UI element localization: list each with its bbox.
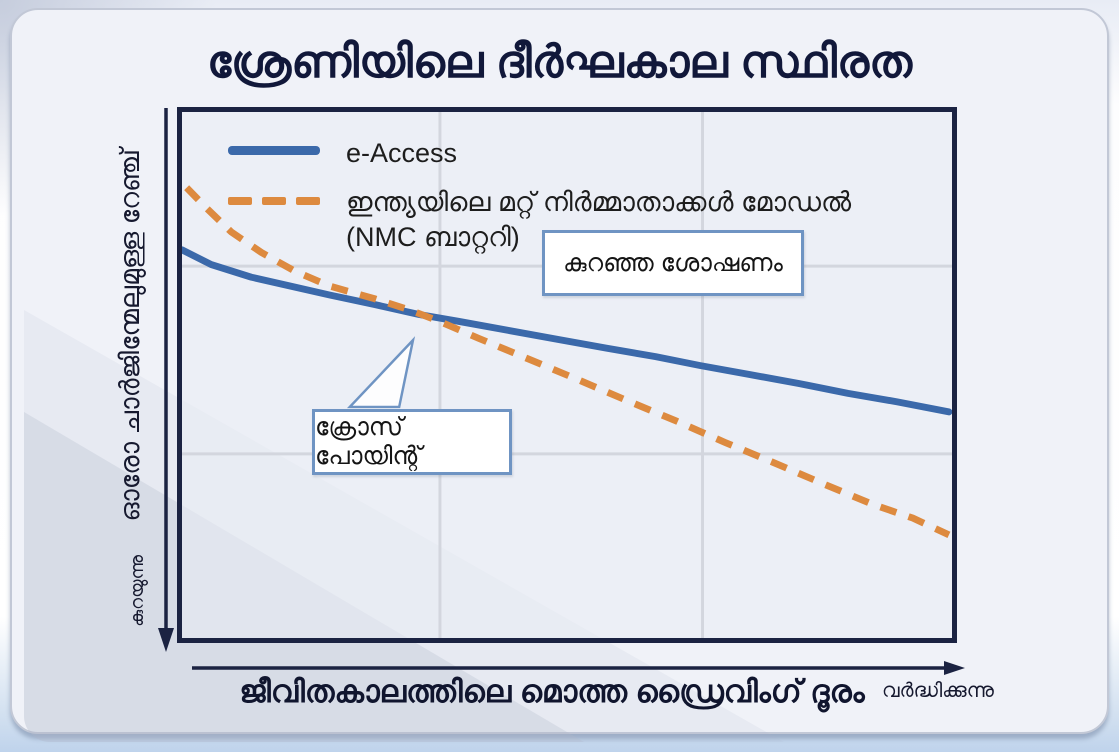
chart-card: ശ്രേണിയിലെ ദീർഘകാല സ്ഥിരത ഓരോ ചാർജിന്മേല… bbox=[10, 8, 1109, 742]
dash-segment bbox=[296, 197, 320, 206]
plot-area: e-Access ഇന്ത്യയിലെ മറ്റ് നിർമ്മാതാക്കൾ … bbox=[177, 107, 957, 643]
cross-point-callout-tail bbox=[346, 336, 416, 409]
legend-row-nmc: ഇന്ത്യയിലെ മറ്റ് നിർമ്മാതാക്കൾ മോഡൽ (NMC… bbox=[228, 185, 851, 255]
y-axis-direction-text: കുറയുന്നു bbox=[126, 555, 147, 627]
legend-label-nmc-line2: (NMC ബാറ്ററി) bbox=[346, 222, 520, 253]
legend-row-e-access: e-Access bbox=[228, 136, 851, 171]
x-axis-direction-label: വർദ്ധിക്കുന്നു bbox=[882, 680, 994, 702]
grid-lines bbox=[182, 112, 952, 638]
dash-segment bbox=[228, 197, 252, 206]
chart-canvas bbox=[182, 112, 952, 638]
series-lines bbox=[182, 185, 952, 538]
legend-label-nmc-line1: ഇന്ത്യയിലെ മറ്റ് നിർമ്മാതാക്കൾ മോഡൽ bbox=[346, 187, 852, 218]
low-degradation-callout: കുറഞ്ഞ ശോഷണം bbox=[542, 230, 804, 296]
x-axis-label: ജീവിതകാലത്തിലെ മൊത്ത ഡ്രൈവിംഗ് ദൂരം bbox=[239, 674, 865, 709]
nmc-dashed-line-swatch bbox=[228, 197, 320, 206]
cross-point-callout: ക്രോസ് പോയിന്റ് bbox=[312, 409, 512, 475]
y-axis-direction-label: കുറയുന്നു bbox=[118, 535, 156, 647]
e-access-line-swatch bbox=[228, 146, 320, 155]
x-axis-arrow-icon bbox=[192, 661, 965, 675]
y-axis-arrow-icon bbox=[158, 108, 174, 652]
chart-title: ശ്രേണിയിലെ ദീർഘകാല സ്ഥിരത bbox=[206, 36, 913, 87]
legend-label-e-access: e-Access bbox=[346, 138, 458, 168]
y-axis-label-text: ഓരോ ചാർജിന്മേലുമുള്ള റേഞ്ച് bbox=[114, 148, 145, 522]
y-axis-label: ഓരോ ചാർജിന്മേലുമുള്ള റേഞ്ച് bbox=[106, 120, 154, 550]
low-degradation-text: കുറഞ്ഞ ശോഷണം bbox=[563, 248, 783, 277]
dash-segment bbox=[262, 197, 286, 206]
cross-point-text: ക്രോസ് പോയിന്റ് bbox=[315, 413, 422, 470]
legend-label-nmc: ഇന്ത്യയിലെ മറ്റ് നിർമ്മാതാക്കൾ മോഡൽ (NMC… bbox=[346, 185, 851, 255]
legend: e-Access ഇന്ത്യയിലെ മറ്റ് നിർമ്മാതാക്കൾ … bbox=[228, 136, 851, 269]
